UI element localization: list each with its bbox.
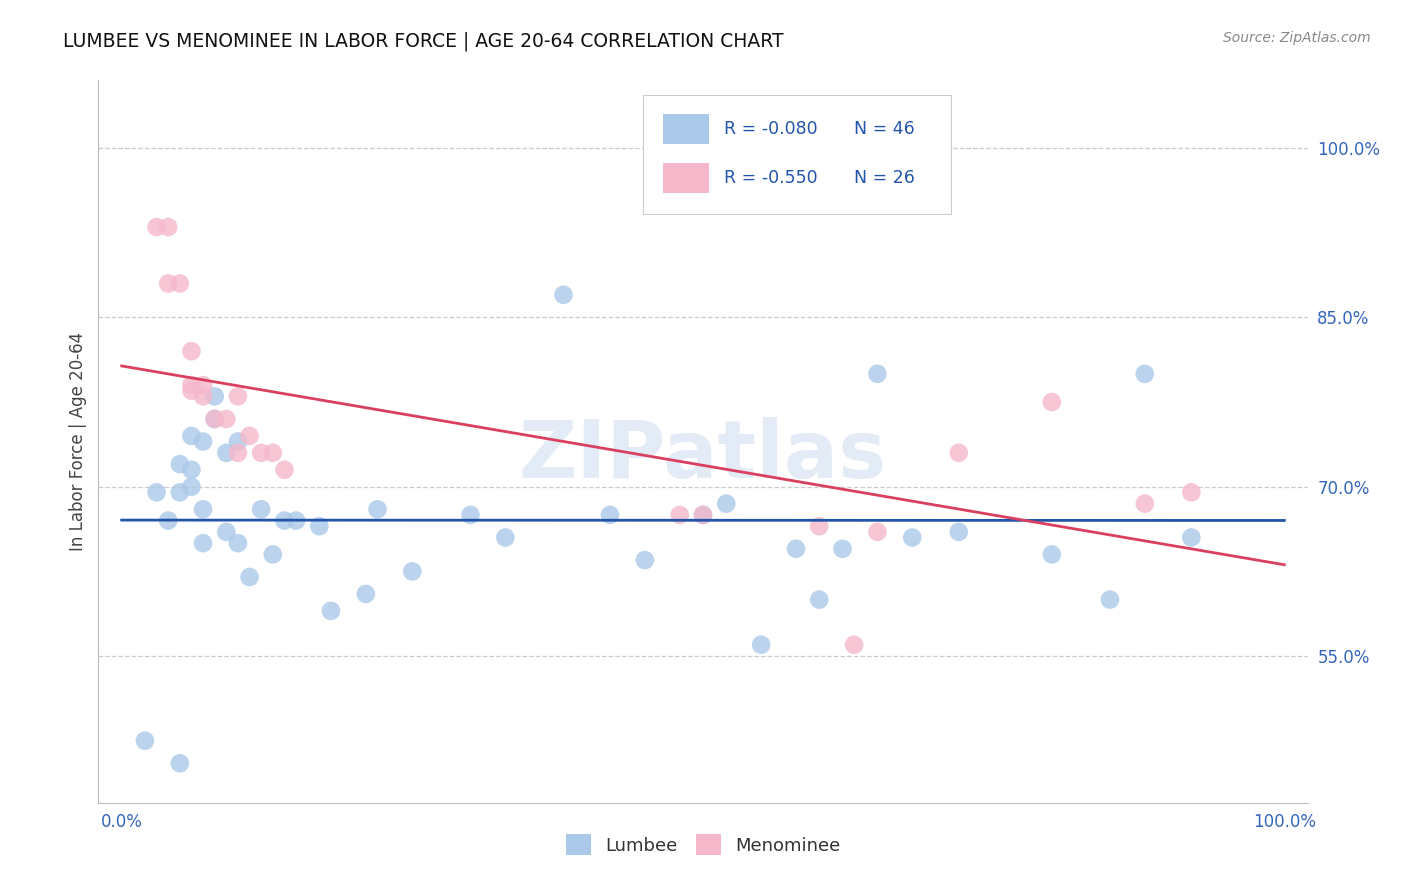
Point [285,514,308,528]
Point [1180,485,1202,500]
Point [191,502,214,516]
Point [180,429,202,443]
Point [308,519,330,533]
Point [145,485,167,500]
Point [262,548,284,562]
Point [844,638,866,652]
Point [866,367,889,381]
Point [215,524,238,539]
Point [1180,531,1202,545]
Point [262,446,284,460]
Point [401,565,423,579]
Text: R = -0.550: R = -0.550 [724,169,817,186]
Point [749,638,772,652]
Point [634,553,657,567]
Point [273,514,295,528]
Point [668,508,690,522]
Point [180,463,202,477]
Point [204,389,226,403]
Point [866,524,889,539]
Point [831,541,853,556]
Bar [664,162,709,193]
Point [134,733,156,747]
Point [1098,592,1121,607]
Point [157,220,180,235]
Point [1040,395,1063,409]
Point [191,536,214,550]
Point [180,480,202,494]
Point [1133,497,1156,511]
Point [226,434,249,449]
Point [785,541,807,556]
Point [250,502,273,516]
Point [226,536,249,550]
Point [157,514,180,528]
Text: R = -0.080: R = -0.080 [724,120,817,137]
Point [1040,548,1063,562]
Point [692,508,714,522]
Point [599,508,621,522]
Point [215,412,238,426]
Point [180,344,202,359]
Text: LUMBEE VS MENOMINEE IN LABOR FORCE | AGE 20-64 CORRELATION CHART: LUMBEE VS MENOMINEE IN LABOR FORCE | AGE… [63,31,785,51]
Point [239,570,262,584]
Point [157,277,180,291]
Point [808,519,831,533]
Point [226,389,249,403]
Point [169,457,191,471]
Point [494,531,516,545]
Text: ZIPatlas: ZIPatlas [519,417,887,495]
Point [191,434,214,449]
Point [1133,367,1156,381]
Text: N = 46: N = 46 [855,120,915,137]
Point [204,412,226,426]
Point [692,508,714,522]
Bar [664,113,709,144]
Y-axis label: In Labor Force | Age 20-64: In Labor Force | Age 20-64 [69,332,87,551]
Legend: Lumbee, Menominee: Lumbee, Menominee [558,827,848,863]
Point [354,587,377,601]
Point [215,446,238,460]
Point [808,592,831,607]
Point [716,497,738,511]
Point [145,220,167,235]
Point [948,524,970,539]
Point [169,756,191,771]
Point [250,446,273,460]
Point [180,378,202,392]
Point [191,389,214,403]
Point [169,277,191,291]
Point [191,378,214,392]
Point [319,604,342,618]
Point [553,287,575,301]
Text: Source: ZipAtlas.com: Source: ZipAtlas.com [1223,31,1371,45]
Point [901,531,924,545]
Point [273,463,295,477]
Point [169,485,191,500]
Point [226,446,249,460]
Text: N = 26: N = 26 [855,169,915,186]
Point [204,412,226,426]
Point [180,384,202,398]
Point [239,429,262,443]
FancyBboxPatch shape [643,95,950,214]
Point [366,502,388,516]
Point [460,508,482,522]
Point [948,446,970,460]
